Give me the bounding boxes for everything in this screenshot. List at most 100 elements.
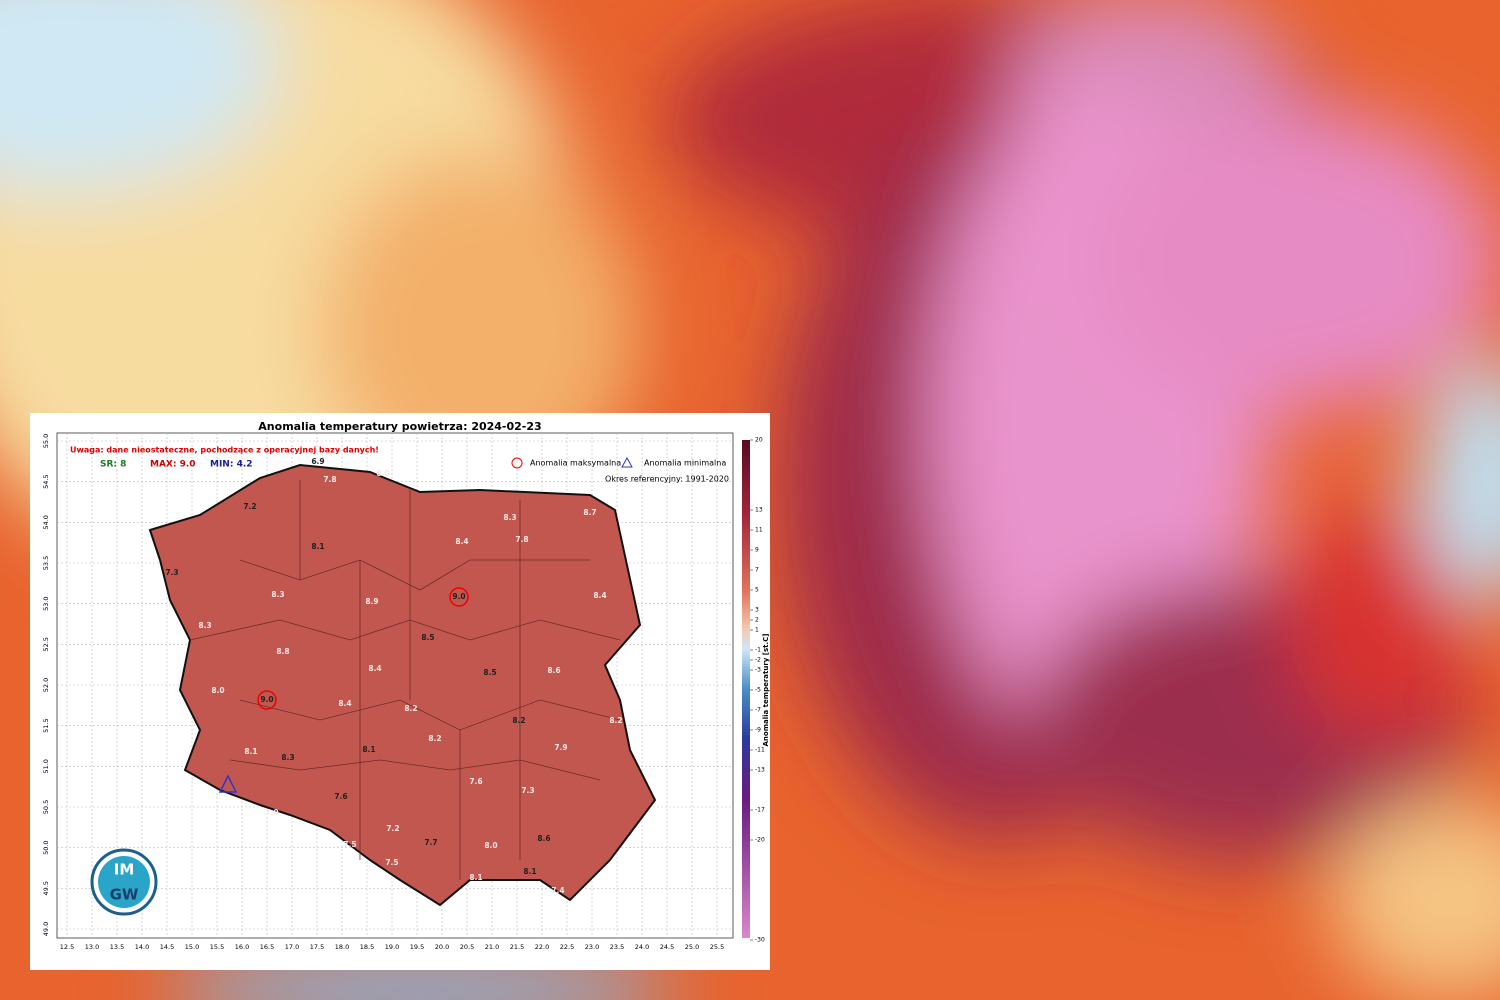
- colorbar-tick-label: 13: [755, 507, 763, 514]
- y-tick-label: 55.0: [42, 434, 50, 448]
- legend-entry: Anomalia maksymalna: [530, 459, 621, 468]
- colorbar-tick-label: 1: [755, 627, 759, 634]
- x-tick-label: 17.0: [285, 943, 299, 951]
- colorbar-tick-label: 9: [755, 547, 759, 554]
- station-value: 9.0: [260, 695, 273, 704]
- station-value: 8.9: [365, 597, 378, 606]
- station-value: 8.2: [404, 704, 417, 713]
- station-value: 7.6: [334, 792, 347, 801]
- station-value: 8.4: [338, 699, 351, 708]
- station-value: 8.0: [484, 841, 497, 850]
- station-labels: 6.9 7.8 8.0 7.2 8.3 8.7 8.1 8.4 7.8 7.3 8.3 8.9 9.0 8…: [165, 457, 622, 895]
- station-value: 7.7: [424, 838, 437, 847]
- station-value: 9.0: [452, 592, 465, 601]
- station-value: 8.1: [362, 745, 375, 754]
- logo: IM GW: [90, 848, 158, 916]
- x-tick-label: 19.5: [410, 943, 424, 951]
- station-value: 7.2: [243, 502, 256, 511]
- x-tick-label: 23.0: [585, 943, 599, 951]
- colorbar-tick-label: -5: [755, 687, 761, 694]
- station-value: 8.4: [368, 664, 381, 673]
- max-marker: [449, 587, 469, 607]
- x-tick-label: 18.0: [335, 943, 349, 951]
- x-tick-label: 15.5: [210, 943, 224, 951]
- logo-text: IM: [114, 861, 135, 879]
- colorbar-tick-label: 3: [755, 607, 759, 614]
- y-tick-label: 54.0: [42, 515, 50, 529]
- colorbar-tick-label: 7: [755, 567, 759, 574]
- x-tick-label: 22.0: [535, 943, 549, 951]
- station-value: 8.2: [428, 734, 441, 743]
- y-tick-label: 51.5: [42, 718, 50, 732]
- colorbar-tick-label: -13: [755, 767, 765, 774]
- y-tick-label: 50.5: [42, 800, 50, 814]
- logo-text: GW: [110, 886, 139, 904]
- x-tick-label: 24.5: [660, 943, 674, 951]
- voivodeship-borders: [189, 480, 621, 880]
- station-value: 8.5: [483, 668, 496, 677]
- station-value: 7.5: [385, 858, 398, 867]
- station-value: 7.9: [554, 743, 567, 752]
- colorbar-tick-label: -11: [755, 747, 765, 754]
- y-tick-label: 52.0: [42, 678, 50, 692]
- station-value: 8.1: [311, 542, 324, 551]
- station-value: 7.5: [343, 840, 356, 849]
- legend-max-marker: [511, 457, 523, 469]
- station-value: 8.3: [271, 590, 284, 599]
- station-value: 8.1: [523, 867, 536, 876]
- colorbar-tick-label: -30: [755, 937, 765, 944]
- inset-title: Anomalia temperatury powietrza: 2024-02-…: [258, 420, 541, 433]
- station-value: 8.4: [455, 537, 468, 546]
- colorbar-title: Anomalia temperatury [st.C]: [762, 634, 770, 747]
- x-tick-label: 16.0: [235, 943, 249, 951]
- station-value: 8.2: [512, 716, 525, 725]
- y-tick-label: 51.0: [42, 759, 50, 773]
- x-tick-label: 13.5: [110, 943, 124, 951]
- max-marker: [257, 690, 277, 710]
- min-marker: [218, 774, 238, 793]
- x-tick-label: 17.5: [310, 943, 324, 951]
- x-tick-label: 23.5: [610, 943, 624, 951]
- x-tick-label: 19.0: [385, 943, 399, 951]
- station-value: 8.3: [503, 513, 516, 522]
- colorbar-tick-label: 2: [755, 617, 759, 624]
- stat-mean: SR: 8: [100, 460, 126, 470]
- station-value: 7.8: [323, 475, 336, 484]
- station-value: 8.3: [281, 753, 294, 762]
- x-tick-label: 25.0: [685, 943, 699, 951]
- station-value: 8.0: [211, 686, 224, 695]
- stat-min: MIN: 4.2: [210, 460, 253, 470]
- colorbar-tick-label: -3: [755, 667, 761, 674]
- y-tick-label: 49.0: [42, 922, 50, 936]
- x-tick-label: 14.0: [135, 943, 149, 951]
- station-value: 7.3: [165, 568, 178, 577]
- station-value: 8.1: [469, 873, 482, 882]
- station-value: 8.6: [537, 834, 550, 843]
- x-tick-label: 13.0: [85, 943, 99, 951]
- x-tick-label: 21.5: [510, 943, 524, 951]
- x-tick-label: 20.5: [460, 943, 474, 951]
- colorbar-tick-label: -7: [755, 707, 761, 714]
- legend-min-marker: [621, 456, 633, 468]
- station-value: 8.2: [609, 716, 622, 725]
- y-tick-label: 54.5: [42, 474, 50, 488]
- colorbar-tick-label: -20: [755, 837, 765, 844]
- x-tick-label: 16.5: [260, 943, 274, 951]
- legend-entry: Anomalia minimalna: [644, 459, 726, 468]
- station-value: 8.6: [547, 666, 560, 675]
- station-value: 6.9: [311, 457, 324, 466]
- x-tick-label: 15.0: [185, 943, 199, 951]
- station-value: 8.3: [198, 621, 211, 630]
- y-tick-label: 50.0: [42, 840, 50, 854]
- stat-max: MAX: 9.0: [150, 460, 196, 470]
- reference-period: Okres referencyjny: 1991-2020: [605, 475, 729, 484]
- station-value: 7.0: [265, 808, 278, 817]
- colorbar-tick-label: 11: [755, 527, 763, 534]
- x-tick-label: 18.5: [360, 943, 374, 951]
- y-tick-label: 53.0: [42, 596, 50, 610]
- colorbar: [742, 440, 750, 938]
- colorbar-tick-label: -1: [755, 647, 761, 654]
- station-value: 8.7: [583, 508, 596, 517]
